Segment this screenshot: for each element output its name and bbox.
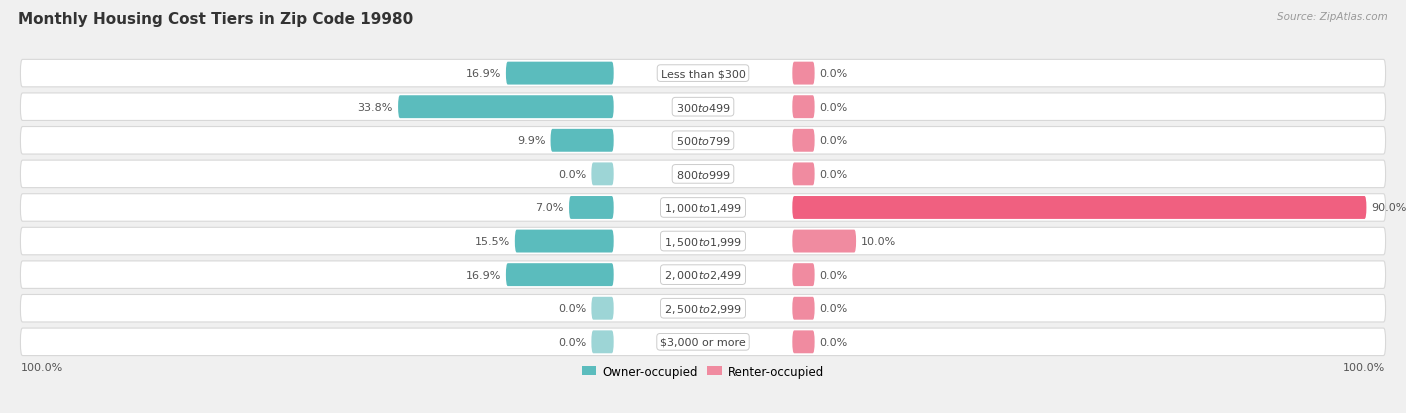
Text: 0.0%: 0.0% (820, 136, 848, 146)
FancyBboxPatch shape (515, 230, 613, 253)
Text: 9.9%: 9.9% (517, 136, 546, 146)
FancyBboxPatch shape (793, 297, 814, 320)
Text: 0.0%: 0.0% (820, 69, 848, 79)
FancyBboxPatch shape (793, 197, 1367, 219)
FancyBboxPatch shape (592, 297, 613, 320)
FancyBboxPatch shape (21, 261, 1385, 289)
Text: 0.0%: 0.0% (820, 169, 848, 179)
Text: 15.5%: 15.5% (474, 237, 510, 247)
FancyBboxPatch shape (793, 96, 814, 119)
Text: 100.0%: 100.0% (21, 362, 63, 372)
FancyBboxPatch shape (793, 330, 814, 354)
Text: 16.9%: 16.9% (465, 270, 501, 280)
FancyBboxPatch shape (506, 62, 613, 85)
Text: Less than $300: Less than $300 (661, 69, 745, 79)
FancyBboxPatch shape (569, 197, 613, 219)
Text: 33.8%: 33.8% (357, 102, 394, 112)
Text: 0.0%: 0.0% (558, 169, 586, 179)
Text: $500 to $799: $500 to $799 (675, 135, 731, 147)
Text: $800 to $999: $800 to $999 (675, 169, 731, 180)
Text: $300 to $499: $300 to $499 (675, 102, 731, 114)
Text: 90.0%: 90.0% (1371, 203, 1406, 213)
FancyBboxPatch shape (793, 130, 814, 152)
Text: 0.0%: 0.0% (558, 337, 586, 347)
FancyBboxPatch shape (21, 161, 1385, 188)
FancyBboxPatch shape (793, 263, 814, 286)
FancyBboxPatch shape (21, 60, 1385, 88)
FancyBboxPatch shape (551, 130, 613, 152)
FancyBboxPatch shape (506, 263, 613, 286)
FancyBboxPatch shape (592, 163, 613, 186)
Text: $3,000 or more: $3,000 or more (661, 337, 745, 347)
Text: $2,000 to $2,499: $2,000 to $2,499 (664, 268, 742, 282)
Text: Source: ZipAtlas.com: Source: ZipAtlas.com (1277, 12, 1388, 22)
Text: 0.0%: 0.0% (820, 270, 848, 280)
FancyBboxPatch shape (21, 295, 1385, 322)
Legend: Owner-occupied, Renter-occupied: Owner-occupied, Renter-occupied (578, 360, 828, 382)
Text: Monthly Housing Cost Tiers in Zip Code 19980: Monthly Housing Cost Tiers in Zip Code 1… (18, 12, 413, 27)
Text: 7.0%: 7.0% (536, 203, 564, 213)
FancyBboxPatch shape (21, 94, 1385, 121)
FancyBboxPatch shape (793, 230, 856, 253)
FancyBboxPatch shape (21, 194, 1385, 222)
Text: $1,500 to $1,999: $1,500 to $1,999 (664, 235, 742, 248)
Text: 0.0%: 0.0% (820, 337, 848, 347)
FancyBboxPatch shape (21, 127, 1385, 154)
FancyBboxPatch shape (592, 330, 613, 354)
FancyBboxPatch shape (21, 228, 1385, 255)
Text: 0.0%: 0.0% (820, 304, 848, 313)
Text: 10.0%: 10.0% (862, 237, 897, 247)
FancyBboxPatch shape (398, 96, 613, 119)
Text: 0.0%: 0.0% (820, 102, 848, 112)
Text: 100.0%: 100.0% (1343, 362, 1385, 372)
Text: 0.0%: 0.0% (558, 304, 586, 313)
Text: 16.9%: 16.9% (465, 69, 501, 79)
Text: $1,000 to $1,499: $1,000 to $1,499 (664, 202, 742, 214)
FancyBboxPatch shape (793, 62, 814, 85)
Text: $2,500 to $2,999: $2,500 to $2,999 (664, 302, 742, 315)
FancyBboxPatch shape (793, 163, 814, 186)
FancyBboxPatch shape (21, 328, 1385, 356)
